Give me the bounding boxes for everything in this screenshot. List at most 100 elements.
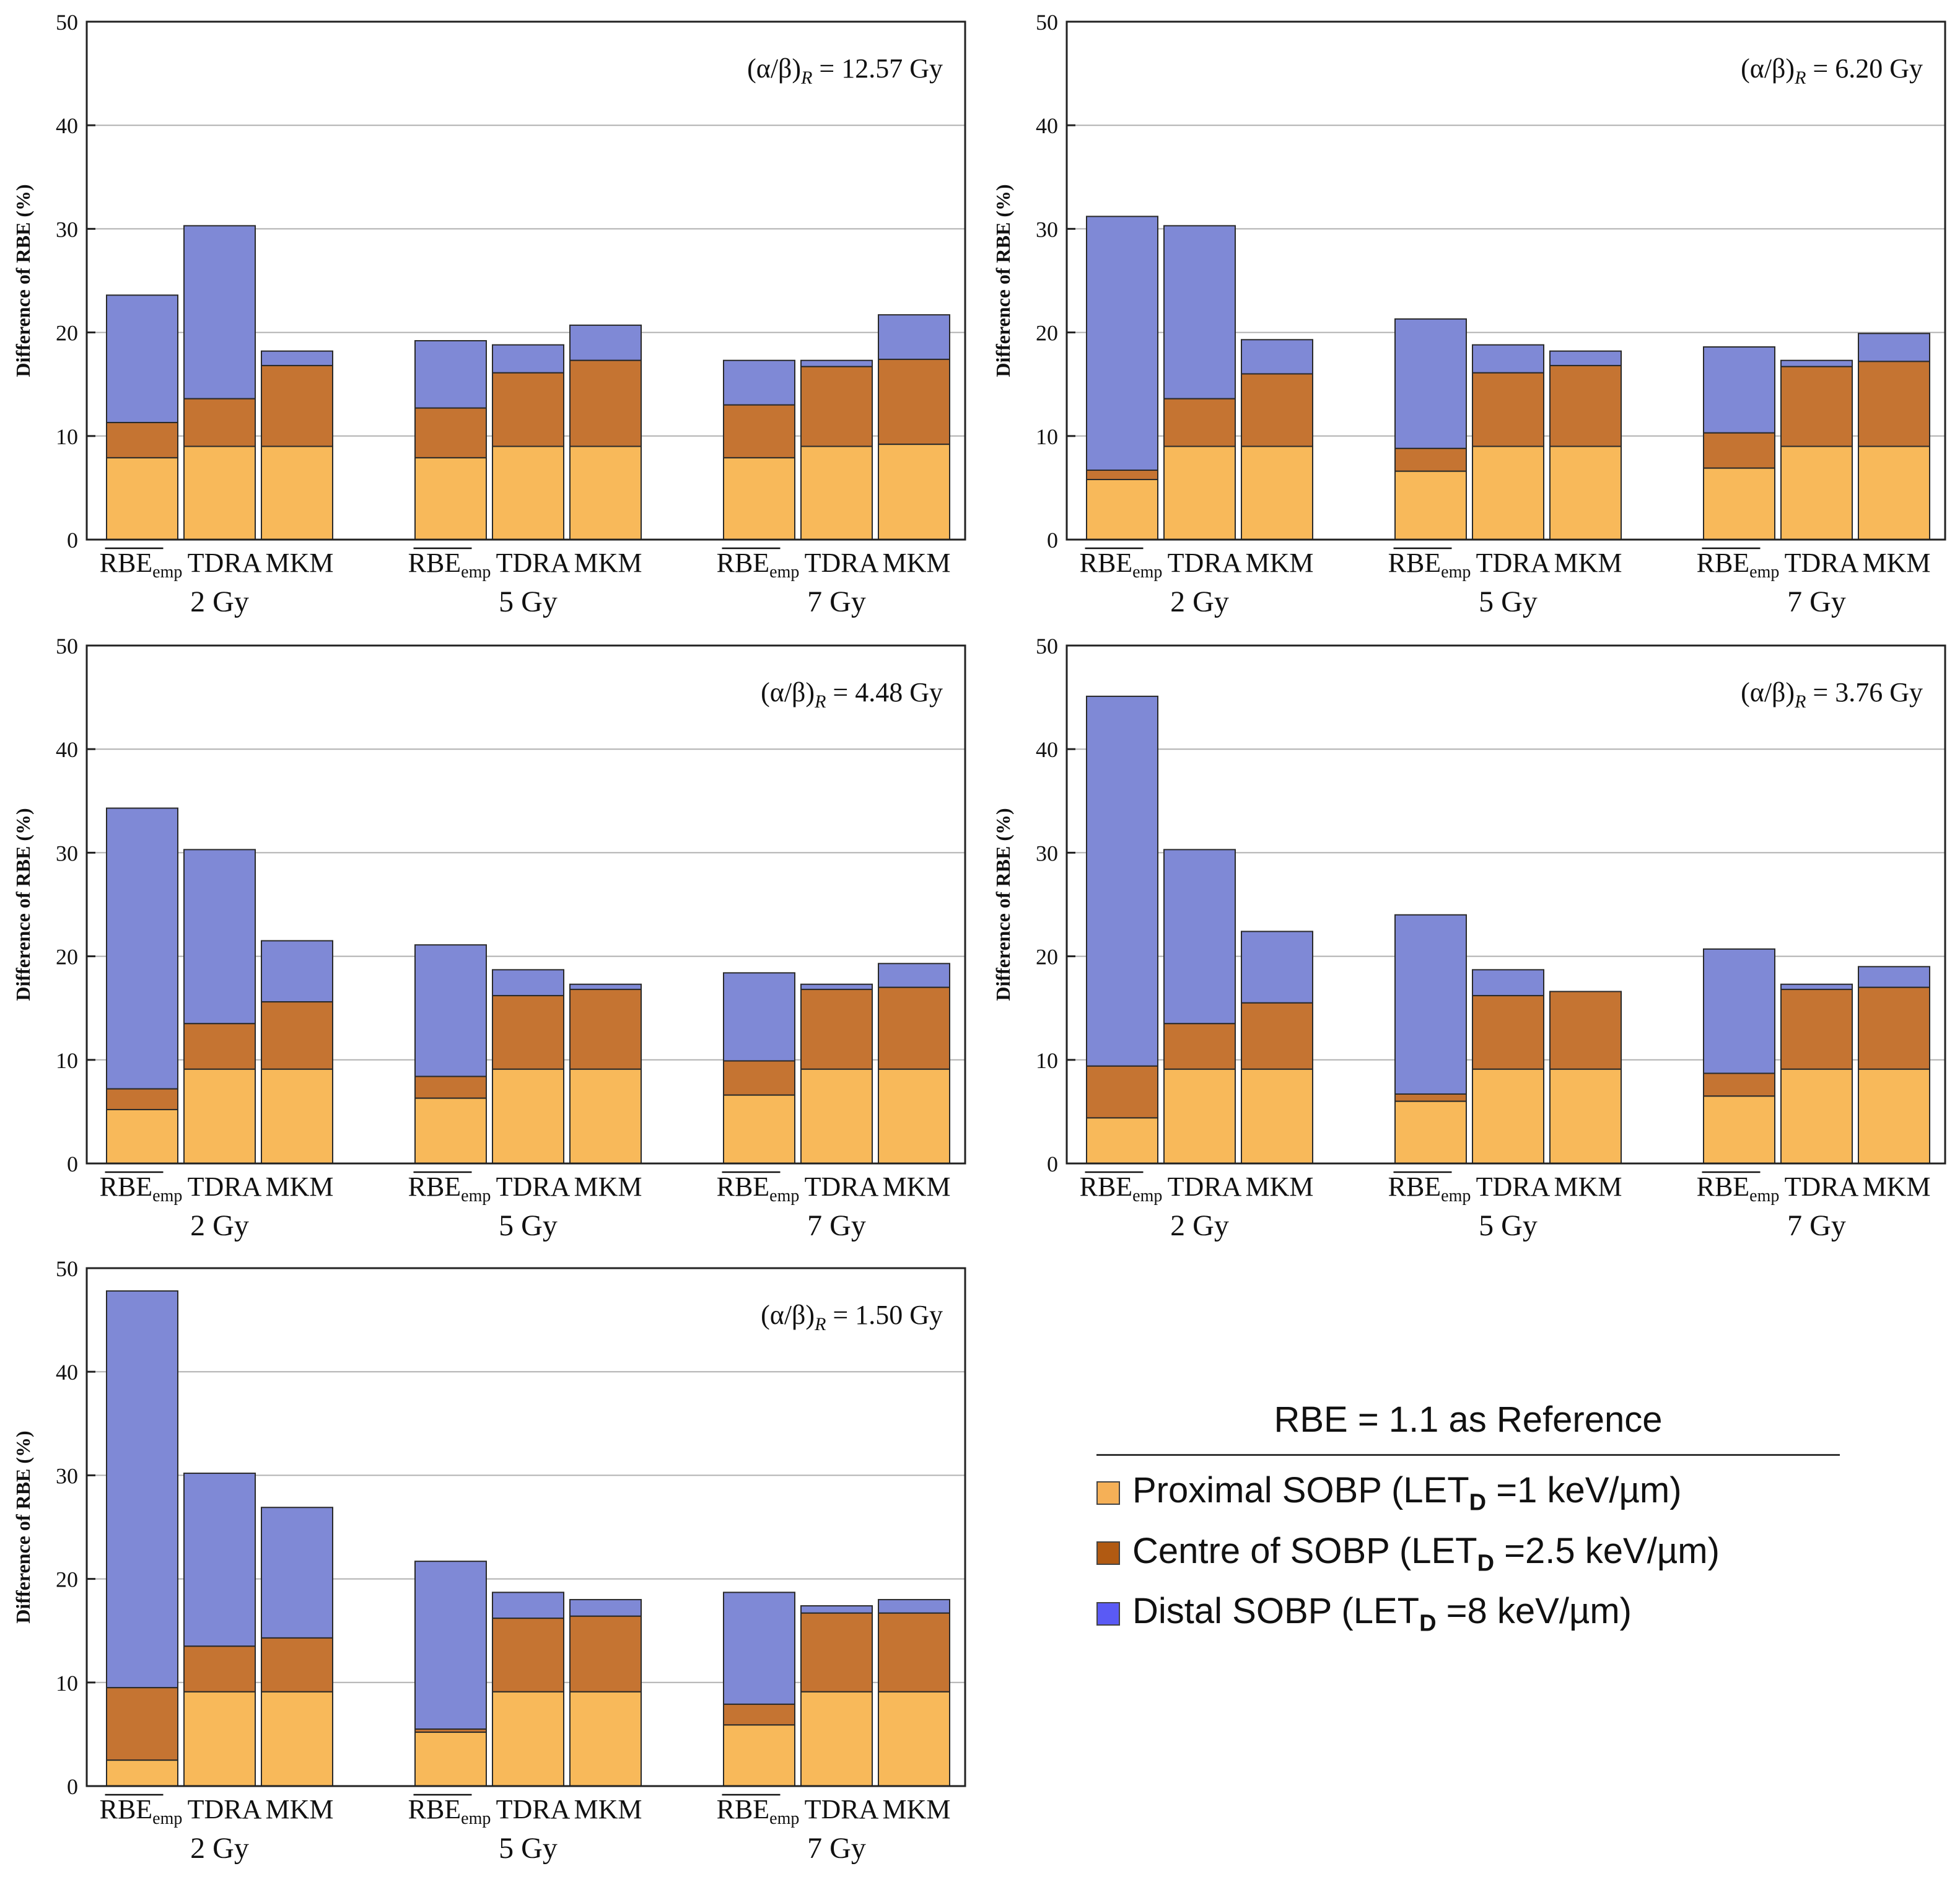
y-tick-label: 40	[1036, 737, 1058, 762]
bar-proximal	[1394, 470, 1467, 541]
bar-proximal	[261, 445, 333, 541]
y-tick-label: 50	[56, 10, 78, 35]
bar-label-tdra: TDRA	[805, 1172, 879, 1202]
bar-distal	[1703, 948, 1775, 1074]
y-tick-label: 0	[67, 1774, 78, 1799]
bar-label-rbe-emp: RBEemp	[100, 548, 183, 582]
bar-label-mkm: MKM	[574, 1794, 642, 1824]
bar-label-tdra: TDRA	[188, 548, 262, 578]
bar-distal	[1394, 914, 1467, 1095]
bar-distal	[261, 350, 333, 367]
bar-distal	[1163, 225, 1236, 400]
bar-distal	[1703, 346, 1775, 434]
bar-proximal	[492, 1691, 564, 1787]
bar-proximal	[261, 1691, 333, 1787]
bar-centre	[878, 1612, 950, 1693]
bar-distal	[569, 324, 642, 361]
bar-centre	[800, 366, 873, 447]
group-label: 7 Gy	[807, 585, 866, 618]
y-tick-label: 10	[1036, 1048, 1058, 1073]
bar-distal	[414, 1561, 487, 1730]
bar-distal	[492, 1592, 564, 1619]
bar-proximal	[1086, 479, 1158, 540]
bar-proximal	[414, 457, 487, 540]
bar-distal	[1086, 216, 1158, 471]
y-axis-label: Difference of RBE (%)	[992, 184, 1014, 377]
bar-distal	[106, 807, 178, 1090]
bar-label-tdra: TDRA	[1785, 1172, 1859, 1202]
bar-label-rbe-emp: RBEemp	[408, 1794, 491, 1828]
bar-centre	[1472, 372, 1544, 447]
bar-centre	[414, 1075, 487, 1099]
y-tick-label: 10	[56, 424, 78, 449]
plot-frame	[85, 644, 966, 1165]
bar-label-mkm: MKM	[1245, 1172, 1313, 1202]
y-axis-label: Difference of RBE (%)	[12, 184, 34, 377]
bar-distal	[414, 339, 487, 409]
bar-proximal	[1394, 1100, 1467, 1165]
bar-centre	[1394, 447, 1467, 472]
bar-label-mkm: MKM	[574, 1172, 642, 1202]
y-tick-label: 10	[56, 1671, 78, 1696]
bar-distal	[1472, 969, 1544, 997]
y-tick-label: 10	[56, 1048, 78, 1073]
group-label: 2 Gy	[190, 1209, 249, 1242]
bar-label-mkm: MKM	[1554, 1172, 1622, 1202]
bar-proximal	[800, 1068, 873, 1165]
bar-distal	[183, 1473, 256, 1647]
bar-proximal	[1858, 445, 1930, 541]
bar-label-tdra: TDRA	[1168, 1172, 1242, 1202]
bar-proximal	[800, 1691, 873, 1787]
bar-proximal	[723, 1724, 795, 1787]
bar-proximal	[1163, 445, 1236, 541]
bar-distal	[723, 972, 795, 1062]
bar-centre	[1858, 986, 1930, 1070]
bar-distal	[1472, 344, 1544, 374]
legend-item-distal: Distal SOBP (LETD =8 keV/µm)	[1096, 1590, 1840, 1637]
bar-proximal	[183, 1068, 256, 1165]
bar-proximal	[723, 457, 795, 540]
bar-label-mkm: MKM	[574, 548, 642, 578]
bar-distal	[261, 1507, 333, 1639]
y-tick-label: 0	[1047, 528, 1058, 553]
bar-distal	[492, 969, 564, 997]
y-tick-label: 30	[56, 841, 78, 865]
bar-centre	[1086, 1065, 1158, 1119]
bar-label-rbe-emp: RBEemp	[100, 1172, 183, 1206]
legend-swatch-distal	[1096, 1601, 1120, 1626]
bar-label-mkm: MKM	[1862, 1172, 1930, 1202]
bar-label-mkm: MKM	[265, 548, 333, 578]
bar-proximal	[106, 1759, 178, 1787]
y-tick-label: 0	[67, 1152, 78, 1176]
y-tick-label: 50	[1036, 10, 1058, 35]
bar-proximal	[723, 1094, 795, 1164]
bar-proximal	[1549, 1068, 1622, 1165]
y-tick-label: 30	[56, 1463, 78, 1488]
panel-annotation: (α/β)R = 1.50 Gy	[761, 1300, 943, 1334]
bar-centre	[878, 359, 950, 445]
panel-annotation: (α/β)R = 6.20 Gy	[1741, 53, 1923, 88]
bar-distal	[183, 225, 256, 400]
bar-proximal	[569, 445, 642, 541]
bar-proximal	[1703, 1095, 1775, 1164]
bar-centre	[569, 359, 642, 447]
y-tick-label: 40	[56, 113, 78, 138]
bar-centre	[1703, 432, 1775, 469]
bar-proximal	[183, 445, 256, 541]
bar-centre	[1703, 1072, 1775, 1097]
y-tick-label: 20	[56, 945, 78, 970]
bar-distal	[414, 944, 487, 1077]
bar-centre	[1086, 469, 1158, 481]
bar-proximal	[1472, 445, 1544, 541]
bar-label-tdra: TDRA	[188, 1172, 262, 1202]
bar-distal	[569, 1599, 642, 1617]
bar-proximal	[878, 1691, 950, 1787]
bar-centre	[1163, 1023, 1236, 1070]
bar-label-mkm: MKM	[882, 1794, 950, 1824]
bar-centre	[1241, 1002, 1313, 1070]
bar-proximal	[878, 1068, 950, 1165]
bar-proximal	[878, 444, 950, 541]
panel-annotation: (α/β)R = 12.57 Gy	[747, 53, 943, 88]
bar-proximal	[1703, 467, 1775, 541]
bar-distal	[1086, 695, 1158, 1067]
